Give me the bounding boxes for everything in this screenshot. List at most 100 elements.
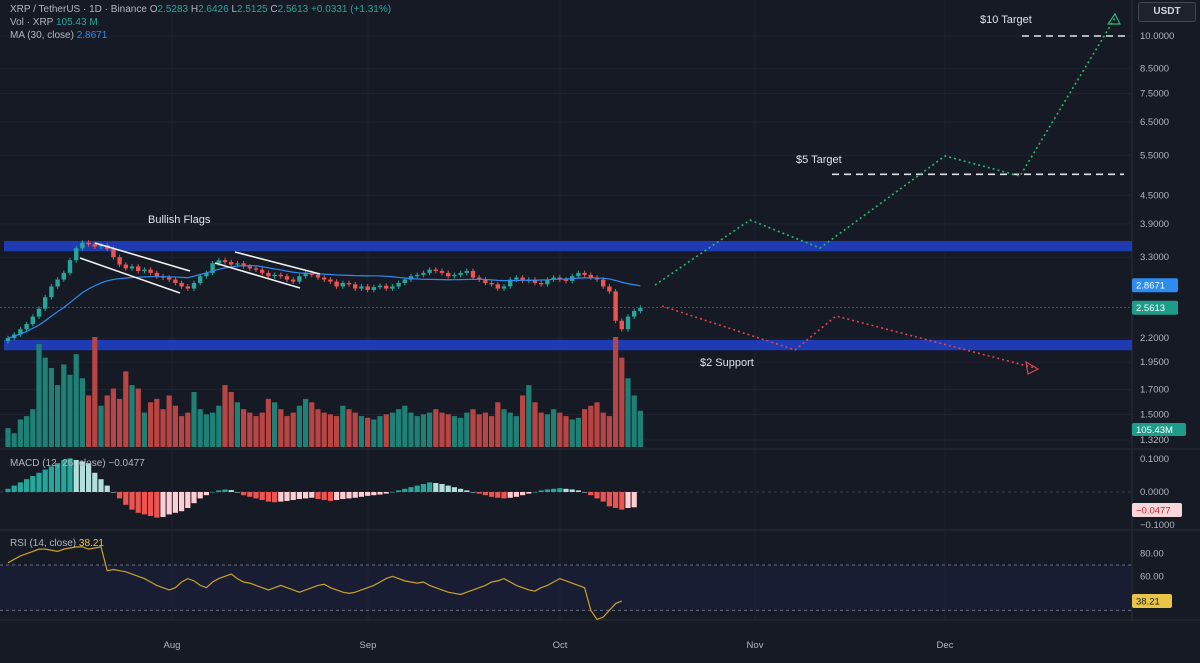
candle-body bbox=[111, 248, 116, 258]
macd-histogram-bar bbox=[526, 492, 532, 494]
bullish-flag-channel-line bbox=[234, 251, 321, 275]
macd-histogram-bar bbox=[179, 492, 185, 512]
candle-body bbox=[5, 338, 11, 342]
rsi-value-tag: 38.21 bbox=[1136, 597, 1160, 608]
volume-bar bbox=[563, 416, 569, 447]
ma-value: 2.8671 bbox=[76, 30, 108, 41]
macd-histogram-bar bbox=[265, 492, 271, 502]
volume-label: Vol · XRP bbox=[10, 17, 54, 28]
candle-body bbox=[117, 257, 122, 265]
rsi-value-tag-bg bbox=[1132, 594, 1172, 609]
bullish-flag-channel-line bbox=[79, 257, 181, 294]
volume-bar bbox=[396, 409, 402, 447]
candle-body bbox=[514, 277, 519, 280]
x-axis-label: Oct bbox=[553, 640, 568, 651]
macd-histogram-bar bbox=[427, 482, 433, 492]
candle-body bbox=[210, 263, 215, 273]
volume-bar bbox=[309, 402, 315, 447]
rsi-tick-label: 60.00 bbox=[1140, 571, 1164, 582]
bearish-projection-arrowhead bbox=[1025, 360, 1040, 375]
rsi-legend: RSI (14, close) 38.21 bbox=[10, 537, 104, 550]
zone-resistance bbox=[4, 240, 1132, 252]
candle-body bbox=[303, 272, 308, 277]
candle-body bbox=[284, 276, 290, 280]
macd-histogram-bar bbox=[439, 484, 445, 492]
candle-body bbox=[408, 276, 414, 280]
macd-histogram-bar bbox=[458, 488, 464, 492]
macd-histogram-bar bbox=[259, 492, 265, 500]
macd-histogram-bar bbox=[594, 492, 600, 499]
volume-bar bbox=[513, 416, 519, 447]
volume-bar bbox=[92, 337, 98, 447]
candle-body bbox=[489, 282, 494, 285]
volume-bar bbox=[216, 405, 222, 447]
candle-body bbox=[458, 272, 463, 275]
volume-bar bbox=[420, 414, 426, 447]
macd-histogram-bar bbox=[48, 466, 54, 492]
currency-button[interactable]: USDT bbox=[1138, 2, 1196, 22]
macd-histogram-bar bbox=[67, 458, 73, 492]
candle-body bbox=[322, 277, 327, 280]
macd-value: −0.0477 bbox=[108, 458, 145, 469]
volume-bar bbox=[272, 402, 278, 447]
volume-bar bbox=[5, 428, 11, 447]
macd-histogram-bar bbox=[340, 492, 346, 500]
volume-bar bbox=[11, 433, 17, 447]
y-axis-tick-label: 7.5000 bbox=[1140, 88, 1169, 99]
macd-histogram-bar bbox=[334, 492, 340, 500]
volume-bar bbox=[470, 409, 476, 447]
ohlc-open-value: 2.5283 bbox=[157, 4, 189, 15]
candle-body bbox=[396, 282, 401, 287]
candle-body bbox=[185, 286, 190, 289]
bullish-projection-path bbox=[654, 17, 1116, 286]
ohlc-high-key: H bbox=[190, 4, 199, 15]
volume-bar bbox=[582, 409, 588, 447]
volume-bar bbox=[501, 409, 507, 447]
macd-histogram-bar bbox=[520, 492, 526, 496]
candle-body bbox=[167, 277, 172, 280]
macd-histogram-bar bbox=[532, 492, 538, 493]
volume-tag: 105.43M bbox=[1136, 425, 1173, 436]
macd-histogram-bar bbox=[172, 492, 178, 513]
y-axis-tick-label: 4.5000 bbox=[1140, 190, 1169, 201]
macd-histogram-bar bbox=[321, 492, 327, 500]
volume-bar bbox=[296, 405, 302, 447]
macd-histogram-bar bbox=[346, 492, 352, 499]
macd-histogram-bar bbox=[588, 492, 594, 496]
macd-histogram-bar bbox=[445, 485, 451, 492]
candle-body bbox=[415, 274, 420, 277]
volume-bar bbox=[73, 354, 79, 447]
macd-histogram-bar bbox=[371, 492, 377, 496]
macd-histogram-bar bbox=[55, 463, 61, 492]
volume-bar bbox=[284, 416, 290, 447]
volume-bar bbox=[203, 414, 209, 447]
volume-bar bbox=[637, 410, 643, 447]
volume-bar bbox=[36, 343, 42, 447]
candle-body bbox=[18, 329, 23, 335]
candle-body bbox=[80, 242, 85, 249]
y-axis-tick-label: 1.3200 bbox=[1140, 435, 1169, 446]
volume-bar bbox=[265, 398, 271, 447]
candle-body bbox=[613, 291, 618, 321]
candle-body bbox=[328, 279, 333, 282]
candle-body bbox=[427, 269, 432, 273]
candle-body bbox=[129, 266, 135, 269]
macd-histogram-bar bbox=[513, 492, 519, 497]
ohlc-close-value: 2.5613 bbox=[277, 4, 309, 15]
macd-value-tag: −0.0477 bbox=[1136, 506, 1171, 517]
macd-histogram-bar bbox=[551, 488, 557, 492]
rsi-line bbox=[7, 546, 623, 621]
ohlc-close-key: C bbox=[270, 4, 278, 15]
volume-bar bbox=[247, 412, 253, 447]
macd-histogram-bar bbox=[408, 487, 414, 492]
y-axis-tick-label: 6.5000 bbox=[1140, 117, 1169, 128]
macd-histogram-bar bbox=[253, 492, 259, 499]
volume-bar bbox=[544, 414, 550, 447]
price-change: +0.0331 (+1.31%) bbox=[311, 4, 392, 15]
candle-body bbox=[508, 279, 513, 287]
macd-histogram-bar bbox=[538, 490, 544, 492]
candle-body bbox=[576, 272, 581, 277]
volume-bar bbox=[594, 402, 600, 447]
